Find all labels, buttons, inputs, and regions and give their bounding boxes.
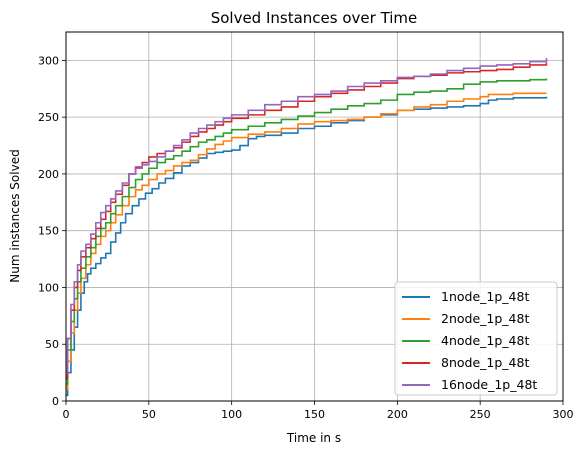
y-tick-label: 300 xyxy=(38,54,59,67)
y-tick-label: 100 xyxy=(38,281,59,294)
chart-title: Solved Instances over Time xyxy=(211,9,418,27)
x-tick-label: 50 xyxy=(142,408,156,421)
series-line-16node_1p_48t xyxy=(66,58,548,374)
x-axis-label: Time in s xyxy=(286,431,341,445)
x-tick-label: 150 xyxy=(304,408,325,421)
legend-box xyxy=(394,281,558,396)
legend-label: 8node_1p_48t xyxy=(441,355,529,370)
x-tick-label: 300 xyxy=(553,408,574,421)
legend-label: 2node_1p_48t xyxy=(441,311,529,326)
x-tick-label: 200 xyxy=(387,408,408,421)
y-tick-label: 200 xyxy=(38,168,59,181)
y-tick-label: 50 xyxy=(45,338,59,351)
series-line-4node_1p_48t xyxy=(66,78,548,385)
x-tick-label: 250 xyxy=(470,408,491,421)
legend: 1node_1p_48t 2node_1p_48t 4node_1p_48t 8nod… xyxy=(394,281,558,396)
y-tick-label: 0 xyxy=(52,395,59,408)
legend-label: 1node_1p_48t xyxy=(441,289,529,304)
legend-label: 4node_1p_48t xyxy=(441,333,529,348)
series-lines xyxy=(66,58,548,397)
axis-ticks: 0 50 100 150 200 250 300 0 50 100 150 200 250 300 xyxy=(38,54,574,421)
series-line-2node_1p_48t xyxy=(66,92,547,391)
legend-label: 16node_1p_48t xyxy=(441,377,537,392)
x-tick-label: 100 xyxy=(221,408,242,421)
y-axis-label: Num instances Solved xyxy=(8,149,22,282)
series-line-1node_1p_48t xyxy=(66,96,548,397)
y-tick-label: 150 xyxy=(38,225,59,238)
y-tick-label: 250 xyxy=(38,111,59,124)
x-tick-label: 0 xyxy=(63,408,70,421)
